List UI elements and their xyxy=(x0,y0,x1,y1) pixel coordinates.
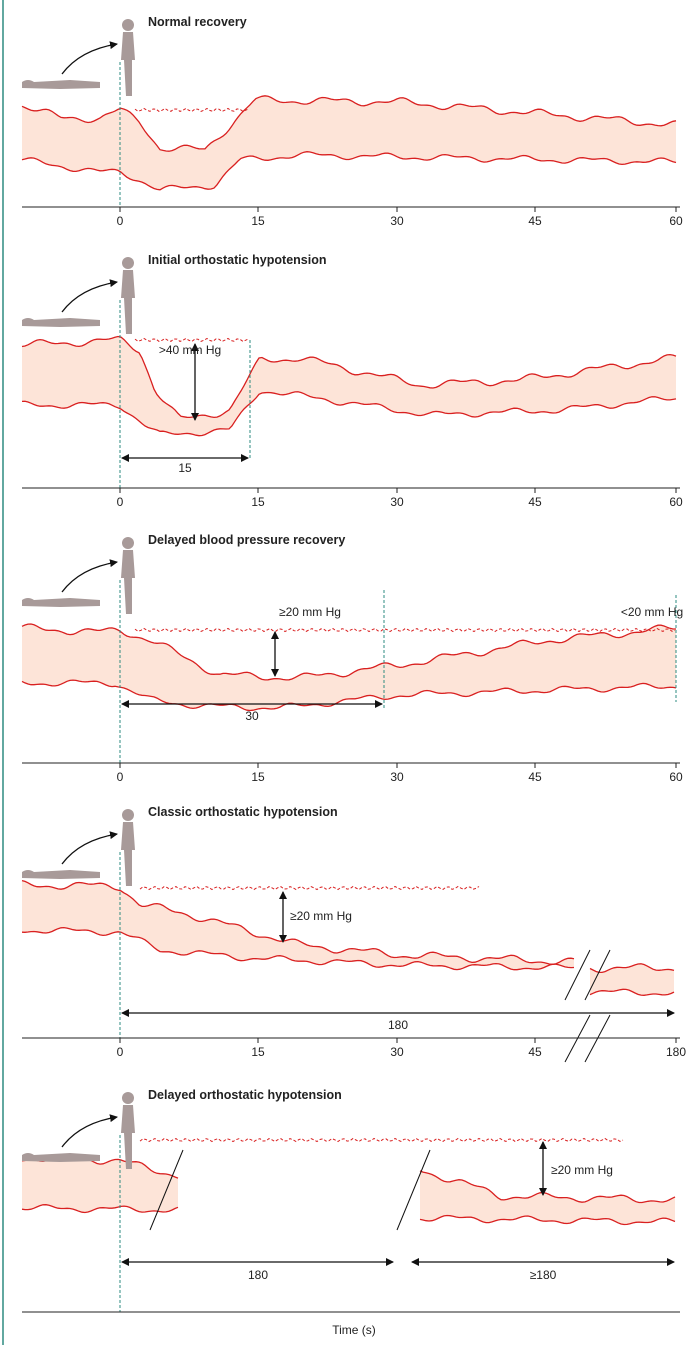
break-mark xyxy=(564,949,591,1001)
tick-label: 45 xyxy=(528,1045,542,1059)
annotation: ≥20 mm Hg xyxy=(551,1163,613,1177)
person-head xyxy=(122,1092,134,1104)
baseline-dashed xyxy=(134,337,250,342)
tick-label: 15 xyxy=(251,1045,265,1059)
person-lying xyxy=(22,870,100,879)
annotation: 15 xyxy=(178,461,192,475)
tick-label: 60 xyxy=(669,214,683,228)
tick-label: 0 xyxy=(117,495,124,509)
band-lower xyxy=(21,1204,179,1214)
tick-label: 30 xyxy=(390,1045,404,1059)
band-fill xyxy=(590,963,674,996)
band-upper xyxy=(21,95,677,152)
person-standing xyxy=(121,32,135,96)
tick-label: 30 xyxy=(390,495,404,509)
band-lower xyxy=(21,679,677,712)
band-fill xyxy=(22,336,676,436)
band-lower xyxy=(21,151,677,191)
baseline-dashed xyxy=(139,1137,624,1143)
baseline-dashed xyxy=(139,885,480,891)
band-fill xyxy=(22,95,676,190)
annotation: 180 xyxy=(388,1018,408,1032)
panel-title: Initial orthostatic hypotension xyxy=(148,253,326,267)
annotation: 180 xyxy=(248,1268,268,1282)
band-lower xyxy=(21,391,677,437)
break-mark xyxy=(584,949,611,1001)
tick-label: 60 xyxy=(669,495,683,509)
tick-label: 60 xyxy=(669,770,683,784)
band-upper xyxy=(21,623,676,681)
break-mark xyxy=(149,1149,184,1231)
tick-label: 0 xyxy=(117,770,124,784)
person-standing xyxy=(121,270,135,334)
person-standing xyxy=(121,822,135,886)
band-fill xyxy=(22,624,676,711)
annotation: ≥20 mm Hg xyxy=(290,909,352,923)
band-upper xyxy=(589,963,675,974)
band-lower xyxy=(21,926,575,971)
tick-label: 30 xyxy=(390,770,404,784)
tick-label: 45 xyxy=(528,770,542,784)
move-arrow xyxy=(61,559,118,593)
tick-label: 15 xyxy=(251,495,265,509)
band-upper xyxy=(419,1170,676,1204)
person-head xyxy=(122,537,134,549)
person-head xyxy=(122,257,134,269)
annotation: <20 mm Hg xyxy=(621,605,683,619)
tick-label: 0 xyxy=(117,214,124,228)
panel-title: Normal recovery xyxy=(148,15,247,29)
break-mark xyxy=(396,1149,431,1231)
tick-label: 45 xyxy=(528,214,542,228)
move-arrow xyxy=(61,1114,118,1148)
panel-title: Delayed orthostatic hypotension xyxy=(148,1088,342,1102)
person-head xyxy=(122,19,134,31)
tick-label: 0 xyxy=(117,1045,124,1059)
band-fill xyxy=(22,1154,178,1213)
person-head xyxy=(122,809,134,821)
band-lower xyxy=(589,988,675,996)
person-lying xyxy=(22,1153,100,1162)
person-standing xyxy=(121,1105,135,1169)
axis-label: Time (s) xyxy=(332,1323,376,1337)
person-lying xyxy=(22,80,100,89)
band-upper xyxy=(21,335,677,419)
tick-label: 30 xyxy=(390,214,404,228)
band-upper xyxy=(21,879,575,965)
tick-label: 45 xyxy=(528,495,542,509)
tick-label: 15 xyxy=(251,214,265,228)
person-lying xyxy=(22,318,100,327)
annotation: >40 mm Hg xyxy=(159,343,221,357)
baseline-dashed xyxy=(134,107,250,112)
move-arrow xyxy=(61,831,118,865)
panel-title: Delayed blood pressure recovery xyxy=(148,533,345,547)
annotation: ≥180 xyxy=(530,1268,557,1282)
annotation: 30 xyxy=(245,709,259,723)
band-fill xyxy=(22,880,574,970)
move-arrow xyxy=(61,41,118,75)
move-arrow xyxy=(61,279,118,313)
baseline-dashed xyxy=(134,627,676,633)
annotation: ≥20 mm Hg xyxy=(279,605,341,619)
tick-label: 15 xyxy=(251,770,265,784)
band-lower xyxy=(419,1214,676,1226)
tick-label: 180 xyxy=(666,1045,686,1059)
band-fill xyxy=(420,1170,675,1225)
person-lying xyxy=(22,598,100,607)
panel-title: Classic orthostatic hypotension xyxy=(148,805,338,819)
person-standing xyxy=(121,550,135,614)
